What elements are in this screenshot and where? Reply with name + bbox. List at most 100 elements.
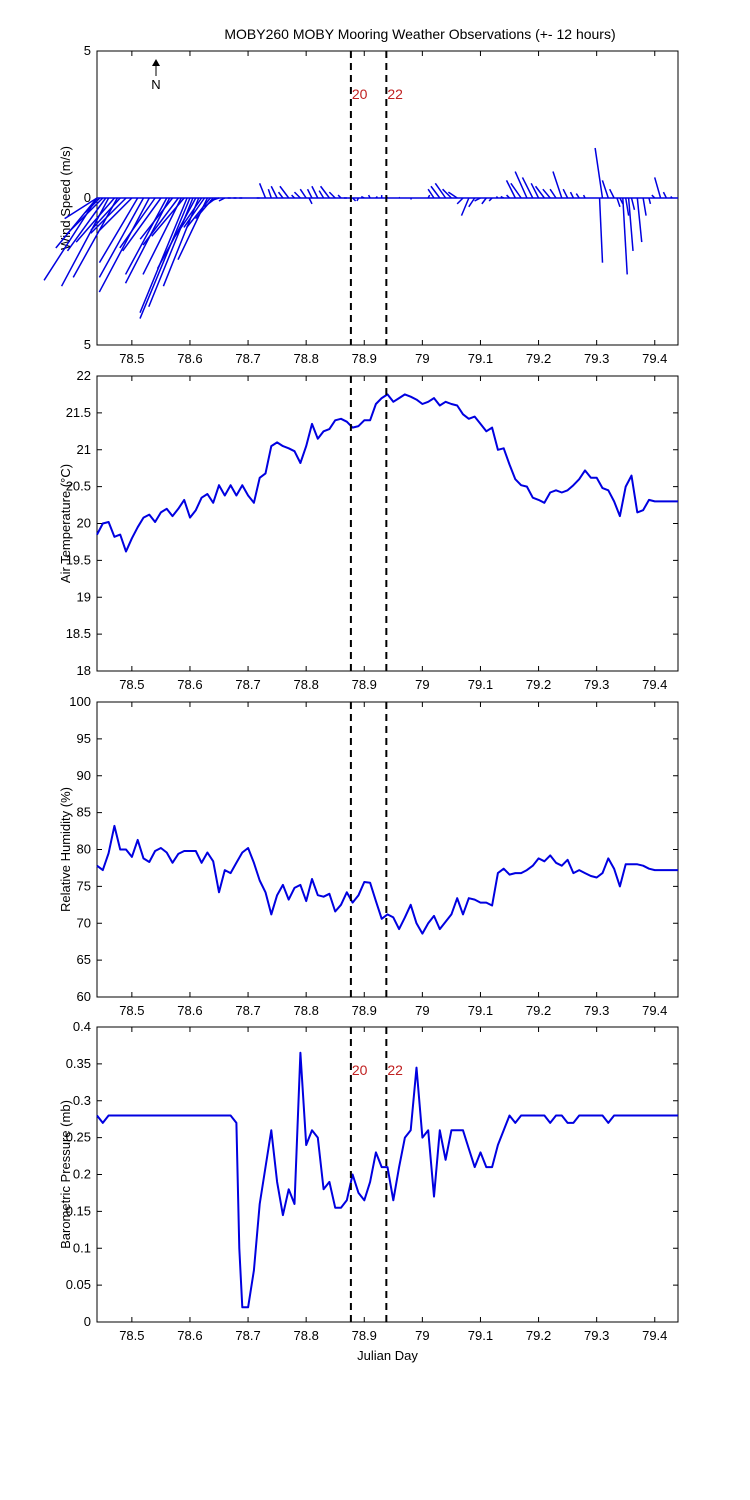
- wind-vector: [311, 185, 319, 199]
- humidity-ytick-label: 75: [77, 878, 91, 893]
- wind-vector: [124, 197, 168, 275]
- air-temp-ytick-label: 19.5: [66, 552, 91, 567]
- pressure-xtick-label: 78.8: [294, 1328, 319, 1343]
- north-label: N: [151, 77, 160, 92]
- humidity-ytick-label: 65: [77, 952, 91, 967]
- air-temp-ytick-label: 22: [77, 368, 91, 383]
- humidity-xtick-label: 78.6: [177, 1003, 202, 1018]
- wind-vector: [468, 197, 476, 208]
- wind-vector: [481, 197, 487, 205]
- wind-vector: [72, 197, 118, 278]
- wind-vector: [447, 191, 458, 199]
- wind-vector: [299, 188, 307, 199]
- air-temp-xtick-label: 78.6: [177, 677, 202, 692]
- wind-vector: [542, 188, 551, 199]
- wind-vector: [521, 177, 534, 199]
- pressure-ytick-label: 0.4: [73, 1019, 91, 1034]
- pressure-ytick-label: 0.25: [66, 1130, 91, 1145]
- wind-vector: [456, 197, 464, 205]
- pressure-ytick-label: 0.2: [73, 1167, 91, 1182]
- pressure-xtick-label: 78.7: [235, 1328, 260, 1343]
- pressure-xtick-label: 79.2: [526, 1328, 551, 1343]
- pressure-xlabel: Julian Day: [357, 1348, 418, 1363]
- wind-xtick-label: 79.4: [642, 351, 667, 366]
- humidity-xtick-label: 78.7: [235, 1003, 260, 1018]
- wind-vector: [293, 191, 301, 199]
- wind-vector: [552, 171, 563, 199]
- wind-ytick-label: 5: [84, 43, 91, 58]
- air-temp-ytick-label: 21: [77, 442, 91, 457]
- wind-xtick-label: 78.6: [177, 351, 202, 366]
- humidity-xtick-label: 79.4: [642, 1003, 667, 1018]
- wind-vector: [119, 197, 156, 249]
- wind-vector: [122, 197, 162, 252]
- air-temp-ytick-label: 20.5: [66, 479, 91, 494]
- wind-vector: [569, 191, 575, 199]
- wind-vector: [174, 197, 203, 237]
- humidity-xtick-label: 78.5: [119, 1003, 144, 1018]
- north-arrow-head-icon: [152, 59, 160, 66]
- pressure-ytick-label: 0.15: [66, 1203, 91, 1218]
- wind-vector: [183, 197, 206, 228]
- air-temp-xtick-label: 79.4: [642, 677, 667, 692]
- air-temp-xtick-label: 78.5: [119, 677, 144, 692]
- pressure-ytick-label: 0.05: [66, 1277, 91, 1292]
- wind-vector: [427, 188, 435, 199]
- pressure-event-label: 22: [387, 1062, 403, 1078]
- pressure-series-line: [96, 1051, 678, 1309]
- wind-vector: [151, 197, 185, 237]
- pressure-event-label: 20: [352, 1062, 368, 1078]
- wind-vector: [90, 197, 127, 234]
- wind-vector: [627, 197, 634, 251]
- wind-xtick-label: 78.8: [294, 351, 319, 366]
- wind-vector: [434, 182, 447, 199]
- air-temp-xtick-label: 78.9: [352, 677, 377, 692]
- figure-title: MOBY260 MOBY Mooring Weather Observation…: [224, 26, 615, 42]
- pressure-xtick-label: 79.4: [642, 1328, 667, 1343]
- wind-vector: [662, 191, 668, 199]
- wind-vector: [514, 171, 528, 199]
- wind-vector: [306, 188, 313, 199]
- humidity-ytick-label: 70: [77, 915, 91, 930]
- wind-vector: [139, 197, 191, 319]
- wind-vector: [328, 191, 336, 199]
- wind-vector: [430, 185, 441, 199]
- wind-vector: [562, 188, 569, 199]
- humidity-ytick-label: 80: [77, 842, 91, 857]
- wind-vector: [594, 147, 604, 199]
- air-temp-ytick-label: 19: [77, 589, 91, 604]
- wind-vector: [510, 182, 522, 199]
- wind-vector: [653, 177, 662, 199]
- air-temp-xtick-label: 79.1: [468, 677, 493, 692]
- wind-vector: [609, 188, 615, 199]
- pressure-xtick-label: 78.9: [352, 1328, 377, 1343]
- wind-vector: [277, 191, 284, 199]
- wind-vector: [530, 182, 540, 199]
- humidity-xtick-label: 79.2: [526, 1003, 551, 1018]
- wind-vector: [75, 197, 115, 243]
- wind-vector: [98, 197, 133, 231]
- air-temp-panel: 22 21.5 21 20.5 20 19.5 19 18.5 18 78.5 78.6 78.7 78…: [58, 368, 679, 692]
- wind-vector: [90, 197, 121, 231]
- wind-vector: [598, 197, 604, 263]
- air-temp-series-line: [96, 393, 678, 553]
- pressure-ytick-label: 0.1: [73, 1240, 91, 1255]
- wind-xtick-label: 79.1: [468, 351, 493, 366]
- wind-vector: [270, 185, 278, 199]
- pressure-panel: 0.4 0.35 0.3 0.25 0.2 0.15 0.1 0.05 0 78.5 78.6 78.…: [58, 1019, 679, 1363]
- pressure-xtick-label: 79.3: [584, 1328, 609, 1343]
- humidity-ytick-label: 100: [69, 694, 91, 709]
- air-temp-xtick-label: 79: [415, 677, 429, 692]
- wind-xtick-label: 78.7: [235, 351, 260, 366]
- wind-vector: [624, 197, 630, 216]
- wind-vector: [98, 197, 150, 293]
- wind-vector: [601, 180, 609, 199]
- wind-vector: [186, 197, 211, 228]
- wind-vector: [534, 185, 545, 199]
- wind-vector: [642, 197, 647, 216]
- air-temp-plot-area: [96, 375, 679, 672]
- air-temp-xtick-label: 78.7: [235, 677, 260, 692]
- pressure-xtick-label: 79: [415, 1328, 429, 1343]
- humidity-plot-area: [96, 701, 679, 998]
- humidity-ytick-label: 95: [77, 731, 91, 746]
